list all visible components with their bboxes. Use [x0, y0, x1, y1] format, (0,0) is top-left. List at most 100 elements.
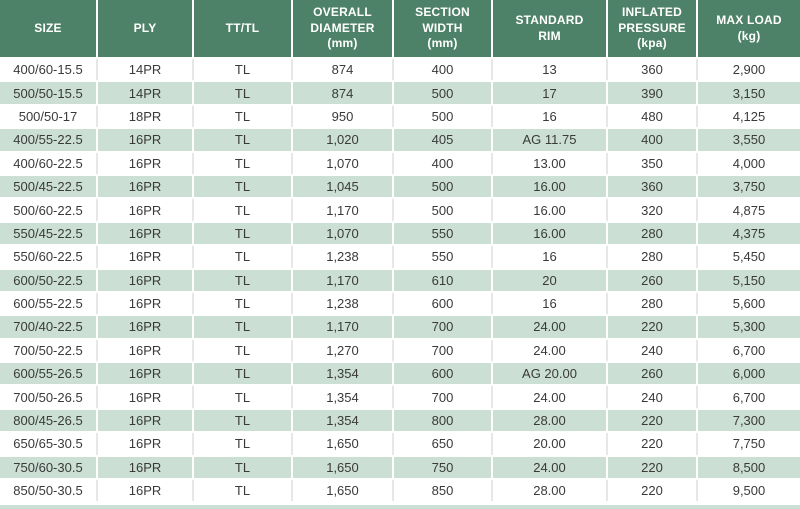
- table-cell: 16PR: [97, 245, 194, 270]
- table-cell: 500: [393, 174, 493, 200]
- table-cell: 800: [393, 408, 493, 434]
- table-cell: 6,700: [697, 338, 800, 364]
- header-row: SIZE PLY TT/TL OVERALL DIAMETER (mm) SEC…: [0, 0, 800, 59]
- table-cell: 16PR: [97, 198, 194, 223]
- table-cell: 6,000: [697, 362, 800, 387]
- table-cell: 650: [393, 432, 493, 457]
- table-cell: 1,650: [292, 479, 394, 504]
- table-cell: 1,354: [292, 385, 394, 410]
- table-cell: 4,125: [697, 104, 800, 130]
- table-cell: 240: [607, 385, 698, 410]
- table-cell: 5,600: [697, 291, 800, 317]
- table-cell: TL: [193, 198, 293, 223]
- table-cell: 1,238: [292, 291, 394, 317]
- table-cell: 16PR: [97, 268, 194, 293]
- table-row: 700/50-26.5 16PR TL 1,354 700 24.00 240 6,700: [0, 385, 800, 410]
- table-cell: 16PR: [97, 128, 194, 153]
- table-cell: TL: [193, 104, 293, 130]
- table-cell: 1,070: [292, 221, 394, 247]
- table-cell: TL: [193, 479, 293, 504]
- table-cell: 600/55-26.5: [0, 362, 98, 387]
- table-cell: TL: [193, 291, 293, 317]
- table-cell: 1,070: [292, 151, 394, 176]
- table-cell: 700/50-26.5: [0, 385, 98, 410]
- table-row: 600/55-26.5 16PR TL 1,354 600 AG 20.00 260 6,00…: [0, 362, 800, 387]
- table-cell: TL: [193, 362, 293, 387]
- column-header-tt-tl: TT/TL: [193, 0, 293, 59]
- table-cell: TL: [193, 151, 293, 176]
- table-cell: 550/45-22.5: [0, 221, 98, 247]
- table-cell: 18PR: [97, 104, 194, 130]
- table-cell: 24.00: [492, 315, 608, 340]
- table-cell: 7,300: [697, 408, 800, 434]
- table-cell: 500: [393, 198, 493, 223]
- table-cell: 220: [607, 455, 698, 481]
- table-cell: 260: [607, 362, 698, 387]
- table-cell: AG 20.00: [492, 362, 608, 387]
- table-cell: 16PR: [97, 432, 194, 457]
- table-cell: 650/65-30.5: [0, 432, 98, 457]
- table-cell: 7,750: [697, 432, 800, 457]
- table-cell: TL: [193, 432, 293, 457]
- table-cell: 16PR: [97, 408, 194, 434]
- table-cell: 610: [393, 268, 493, 293]
- column-header-overall-diameter: OVERALL DIAMETER (mm): [292, 0, 394, 59]
- table-cell: TL: [193, 174, 293, 200]
- table-row: 400/60-22.5 16PR TL 1,070 400 13.00 350 4,000: [0, 151, 800, 176]
- table-cell: 16PR: [97, 385, 194, 410]
- column-header-standard-rim: STANDARD RIM: [492, 0, 608, 59]
- table-cell: 390: [607, 81, 698, 106]
- table-cell: 400: [607, 128, 698, 153]
- table-cell: 28.00: [492, 479, 608, 504]
- table-cell: 16PR: [97, 455, 194, 481]
- table-cell: 600: [393, 291, 493, 317]
- table-body: 400/60-15.5 14PR TL 874 400 13 360 2,900 500/50-…: [0, 58, 800, 504]
- table-cell: 24.00: [492, 385, 608, 410]
- table-cell: 260: [607, 268, 698, 293]
- table-cell: 400: [393, 151, 493, 176]
- table-cell: 360: [607, 58, 698, 83]
- table-cell: 20: [492, 268, 608, 293]
- table-cell: 600/50-22.5: [0, 268, 98, 293]
- table-cell: 550: [393, 245, 493, 270]
- table-cell: 1,270: [292, 338, 394, 364]
- table-cell: 4,875: [697, 198, 800, 223]
- column-header-inflated-pressure: INFLATED PRESSURE (kpa): [607, 0, 698, 59]
- table-cell: TL: [193, 221, 293, 247]
- table-cell: 8,500: [697, 455, 800, 481]
- table-cell: 1,238: [292, 245, 394, 270]
- table-cell: 5,300: [697, 315, 800, 340]
- table-cell: 500/60-22.5: [0, 198, 98, 223]
- table-cell: 360: [607, 174, 698, 200]
- table-cell: 500: [393, 81, 493, 106]
- table-cell: 16PR: [97, 174, 194, 200]
- column-header-max-load: MAX LOAD (kg): [697, 0, 800, 59]
- table-cell: 600/55-22.5: [0, 291, 98, 317]
- table-cell: 600: [393, 362, 493, 387]
- table-cell: 850: [393, 479, 493, 504]
- table-row: 600/50-22.5 16PR TL 1,170 610 20 260 5,150: [0, 268, 800, 293]
- table-cell: 1,354: [292, 362, 394, 387]
- table-cell: 1,650: [292, 455, 394, 481]
- table-cell: 14PR: [97, 58, 194, 83]
- table-cell: 400/60-15.5: [0, 58, 98, 83]
- table-cell: 500/45-22.5: [0, 174, 98, 200]
- table-cell: 16PR: [97, 315, 194, 340]
- table-cell: TL: [193, 385, 293, 410]
- table-cell: 220: [607, 479, 698, 504]
- table-cell: 24.00: [492, 338, 608, 364]
- table-cell: 16PR: [97, 151, 194, 176]
- table-cell: 550/60-22.5: [0, 245, 98, 270]
- table-header: SIZE PLY TT/TL OVERALL DIAMETER (mm) SEC…: [0, 0, 800, 59]
- table-cell: 220: [607, 315, 698, 340]
- table-row: 850/50-30.5 16PR TL 1,650 850 28.00 220 9,500: [0, 479, 800, 504]
- table-cell: 500/50-17: [0, 104, 98, 130]
- table-row: 500/50-17 18PR TL 950 500 16 480 4,125: [0, 104, 800, 130]
- table-row: 650/65-30.5 16PR TL 1,650 650 20.00 220 7,750: [0, 432, 800, 457]
- table-cell: TL: [193, 315, 293, 340]
- table-cell: 874: [292, 58, 394, 83]
- table-cell: 16: [492, 291, 608, 317]
- table-row: 550/45-22.5 16PR TL 1,070 550 16.00 280 4,375: [0, 221, 800, 247]
- table-row: 750/60-30.5 16PR TL 1,650 750 24.00 220 8,500: [0, 455, 800, 481]
- table-cell: TL: [193, 245, 293, 270]
